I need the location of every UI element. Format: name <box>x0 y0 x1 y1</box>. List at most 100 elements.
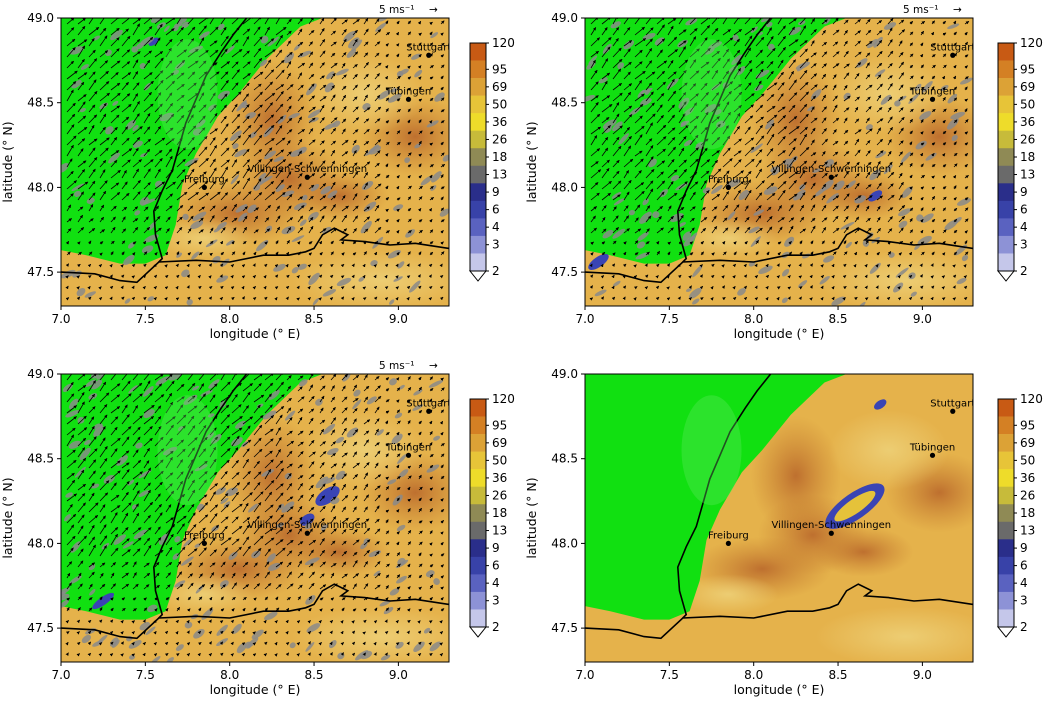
wind-arrow <box>231 48 243 58</box>
colorbar-segment <box>470 591 486 610</box>
y-tick-label: 47.5 <box>27 621 54 635</box>
place-label: Villingen-Schwenningen <box>247 164 367 175</box>
colorbar-segment <box>470 539 486 558</box>
colorbar-label: 36 <box>1020 115 1035 129</box>
colorbar-segment <box>998 556 1014 575</box>
wind-arrow <box>440 42 445 47</box>
colorbar-segment <box>998 434 1014 452</box>
panel-bottom-right: Stuttgart Tübingen Freiburg Villingen-Schwe… <box>524 367 974 697</box>
wind-arrow <box>242 72 251 80</box>
place-dot <box>828 530 834 536</box>
colorbar-segment <box>470 60 486 79</box>
wind-arrow <box>275 69 285 80</box>
y-axis: 47.5 48.0 48.5 49.0 latitude (° N) <box>524 11 585 279</box>
colorbar-label: 4 <box>1020 576 1028 590</box>
wind-arrow <box>165 47 172 58</box>
wind-arrow <box>143 36 154 47</box>
x-tick-label: 7.5 <box>660 312 679 326</box>
wind-arrow <box>99 50 109 58</box>
colorbar-label: 18 <box>492 506 507 520</box>
grey-cell <box>61 162 69 173</box>
vector-key-arrow: → <box>429 4 438 16</box>
colorbar-segment <box>470 95 486 114</box>
wind-arrow <box>396 98 401 102</box>
colorbar-segment <box>470 165 486 184</box>
grey-cell <box>76 287 86 297</box>
wind-arrow <box>440 32 444 36</box>
wind-arrow <box>121 28 129 36</box>
grey-cell <box>434 92 445 102</box>
wind-arrow <box>143 91 152 102</box>
colorbar-label: 3 <box>492 238 500 252</box>
colorbar-label: 26 <box>1020 132 1035 146</box>
grey-cell <box>368 145 382 155</box>
grey-cell <box>307 109 322 119</box>
wind-arrow <box>198 60 207 69</box>
wind-arrow <box>242 18 254 25</box>
wind-arrow <box>385 43 389 47</box>
colorbar-top-left: 120 95 69 50 36 26 18 13 9 6 4 3 2 <box>468 36 515 282</box>
wind-arrow <box>253 18 262 25</box>
wind-arrow <box>407 87 411 91</box>
wind-arrow <box>154 51 164 58</box>
wind-arrow <box>264 69 275 80</box>
colorbar-segment <box>998 574 1014 593</box>
wind-arrow <box>187 48 199 58</box>
grey-cell <box>192 211 207 221</box>
grey-cell <box>405 229 415 238</box>
wind-arrow <box>88 58 98 69</box>
wind-arrow <box>242 61 251 69</box>
colorbar-segment <box>998 539 1014 558</box>
wind-arrow <box>384 75 389 80</box>
colorbar-segment <box>470 43 486 61</box>
y-tick-label: 48.5 <box>27 452 54 466</box>
wind-arrow <box>418 86 422 91</box>
wind-arrow <box>286 51 293 58</box>
wind-arrow <box>220 18 226 25</box>
colorbar-extend-arrow <box>996 270 1016 282</box>
grey-cell <box>387 93 402 103</box>
wind-arrow <box>341 19 348 25</box>
wind-arrow <box>66 38 76 47</box>
colorbar-label: 69 <box>1020 80 1035 94</box>
wind-arrow <box>165 80 175 91</box>
wind-arrow <box>286 18 292 25</box>
grey-cell <box>182 213 189 221</box>
vector-key-arrow: → <box>429 360 438 372</box>
wind-arrow <box>319 75 325 80</box>
colorbar-segment <box>470 504 486 523</box>
x-tick-label: 8.0 <box>744 668 763 682</box>
colorbar-label: 2 <box>492 620 500 634</box>
wind-arrow <box>110 27 120 36</box>
wind-arrow <box>396 85 400 91</box>
wind-arrow <box>341 62 346 69</box>
wind-arrow <box>253 26 261 36</box>
wind-arrow <box>385 31 390 36</box>
colorbar-segment <box>470 486 486 505</box>
grey-cell <box>216 275 229 283</box>
wind-arrow <box>143 18 153 25</box>
colorbar-top-right: 120 95 69 50 36 26 18 13 9 6 4 3 2 <box>996 36 1043 282</box>
colorbar-segment <box>998 609 1014 628</box>
wind-arrow <box>99 81 110 91</box>
wind-arrow <box>264 102 274 113</box>
grey-cell <box>320 185 332 195</box>
wind-arrow <box>220 79 229 91</box>
wind-arrow <box>165 28 175 36</box>
grey-cell <box>139 196 149 206</box>
colorbar-label: 2 <box>1020 620 1028 634</box>
grey-cell <box>324 82 334 93</box>
y-axis: 47.5 48.0 48.5 49.0 latitude (° N) <box>0 11 61 279</box>
grey-cell <box>123 254 135 266</box>
wind-arrow <box>363 94 368 102</box>
wind-arrow <box>110 105 121 113</box>
wind-arrow <box>143 50 152 58</box>
grey-cell <box>291 266 299 274</box>
wind-arrow <box>231 61 239 69</box>
grey-cell <box>390 87 398 93</box>
wind-arrow <box>242 93 250 102</box>
wind-arrow <box>143 72 153 80</box>
wind-arrow <box>363 52 369 58</box>
grey-cell <box>132 124 139 132</box>
wind-arrow <box>319 95 327 102</box>
